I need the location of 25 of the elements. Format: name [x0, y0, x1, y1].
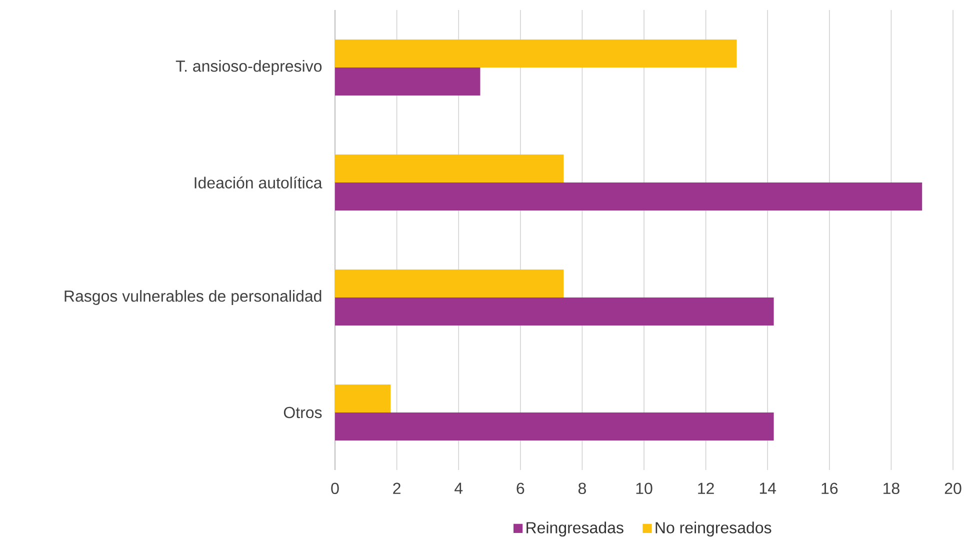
x-tick-label: 8 [578, 482, 586, 494]
bar [335, 154, 564, 183]
x-tick-label: 16 [822, 482, 838, 494]
bar [335, 270, 564, 298]
y-tick-label: Otros [284, 406, 322, 418]
y-tick-label: T. ansioso-depresivo [176, 60, 322, 75]
y-tick-label: Ideación autolítica [194, 176, 322, 188]
x-tick-label: 20 [944, 482, 962, 494]
x-tick-label: 2 [393, 482, 400, 494]
bar [335, 68, 480, 96]
x-tick-label: 6 [516, 482, 524, 494]
x-tick-label: 4 [454, 482, 463, 494]
bar [335, 298, 774, 326]
legend-label: Reingresadas [526, 522, 624, 537]
y-tick-label: Rasgos vulnerables de personalidad [64, 290, 322, 305]
x-tick-label: 14 [760, 482, 776, 494]
x-tick-label: 18 [884, 482, 900, 494]
bar [335, 182, 922, 211]
bar [335, 40, 737, 68]
legend-label: No reingresados [656, 522, 772, 537]
x-tick-label: 0 [331, 482, 339, 494]
bar [335, 384, 391, 413]
bar [335, 412, 774, 441]
x-tick-label: 12 [698, 482, 714, 494]
x-tick-label: 10 [636, 482, 652, 494]
